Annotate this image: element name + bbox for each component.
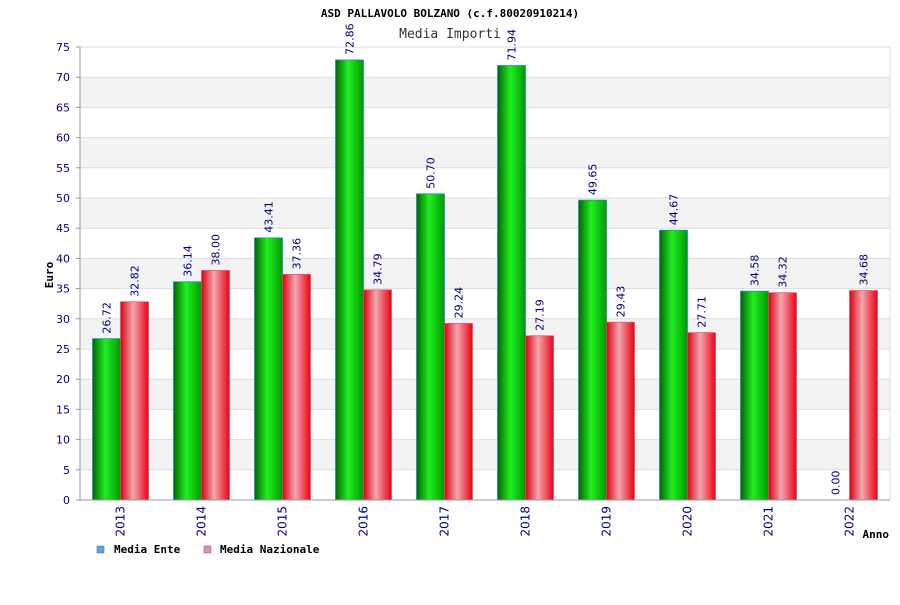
grid-band	[80, 137, 890, 168]
bar-media-nazionale-2016	[363, 289, 392, 501]
x-tick-label-2021: 2021	[762, 506, 776, 537]
y-tick-label: 10	[56, 434, 70, 447]
y-tick-label: 40	[56, 252, 70, 265]
bar-media-ente-2018	[497, 65, 526, 501]
data-label-media-ente-2016: 72.86	[344, 23, 357, 55]
y-tick-label: 65	[56, 101, 70, 114]
grid-band	[80, 198, 890, 229]
data-label-media-nazionale-2016: 34.79	[372, 253, 385, 285]
data-label-media-nazionale-2020: 27.71	[696, 296, 709, 328]
bar-media-nazionale-2018	[525, 335, 554, 501]
data-label-media-ente-2014: 36.14	[182, 245, 195, 277]
bar-media-nazionale-2017	[444, 323, 473, 501]
data-label-media-ente-2018: 71.94	[506, 29, 519, 61]
y-tick-label: 20	[56, 373, 70, 386]
data-label-media-ente-2020: 44.67	[668, 194, 681, 226]
data-label-media-ente-2021: 34.58	[749, 255, 762, 287]
bar-media-ente-2014	[173, 281, 202, 501]
x-tick-label-2014: 2014	[195, 506, 209, 537]
bar-media-nazionale-2015	[282, 273, 311, 501]
data-label-media-ente-2017: 50.70	[425, 157, 438, 189]
x-axis-title: Anno	[863, 528, 890, 541]
y-tick-label: 25	[56, 343, 70, 356]
y-tick-label: 60	[56, 132, 70, 145]
y-tick-label: 55	[56, 162, 70, 175]
x-tick-label-2013: 2013	[114, 506, 128, 537]
data-label-media-nazionale-2013: 32.82	[129, 265, 142, 297]
y-tick-label: 35	[56, 283, 70, 296]
bar-media-nazionale-2019	[606, 321, 635, 501]
chart-title: ASD PALLAVOLO BOLZANO (c.f.80020910214)	[321, 7, 579, 20]
data-label-media-nazionale-2014: 38.00	[210, 234, 223, 266]
bar-media-nazionale-2014	[201, 270, 230, 501]
data-label-media-nazionale-2018: 27.19	[534, 299, 547, 331]
legend-label-media-ente: Media Ente	[114, 543, 181, 556]
y-tick-labels: 0 5 10 15 20 25 30 35 40 45 50 55 60 65 70 75	[56, 41, 70, 507]
y-tick-label: 15	[56, 403, 70, 416]
y-tick-label: 75	[56, 41, 70, 54]
y-tick-label: 45	[56, 222, 70, 235]
x-tick-label-2017: 2017	[438, 506, 452, 537]
grid-band	[80, 77, 890, 108]
data-label-media-nazionale-2022: 34.68	[858, 254, 871, 286]
x-tick-label-2020: 2020	[681, 506, 695, 537]
legend-swatch-media-ente	[96, 545, 105, 554]
bar-media-nazionale-2020	[687, 332, 716, 501]
data-label-media-ente-2019: 49.65	[587, 164, 600, 196]
axes	[76, 46, 891, 501]
data-labels: 26.72 32.82 36.14 38.00 43.41 37.36 72.86 34.79…	[101, 23, 871, 495]
legend-label-media-nazionale: Media Nazionale	[220, 543, 320, 556]
x-tick-labels: 2013 2014 2015 2016 2017 2018 2019 2020 2021 2022	[114, 506, 857, 537]
y-tick-label: 5	[63, 464, 70, 477]
y-tick-label: 50	[56, 192, 70, 205]
data-label-media-nazionale-2019: 29.43	[615, 286, 628, 318]
data-label-media-ente-2015: 43.41	[263, 201, 276, 233]
legend-swatch-media-nazionale	[203, 545, 212, 554]
bar-media-ente-2020	[659, 229, 688, 501]
x-tick-label-2022: 2022	[843, 506, 857, 537]
data-label-media-ente-2022: 0.00	[830, 471, 843, 496]
data-label-media-nazionale-2015: 37.36	[291, 238, 304, 270]
data-label-media-ente-2013: 26.72	[101, 302, 114, 334]
y-tick-label: 30	[56, 313, 70, 326]
bars	[92, 59, 878, 501]
bar-media-ente-2017	[416, 193, 445, 501]
x-tick-label-2015: 2015	[276, 506, 290, 537]
bar-media-ente-2015	[254, 237, 283, 501]
legend: Media Ente Media Nazionale	[96, 543, 320, 556]
data-label-media-nazionale-2017: 29.24	[453, 287, 466, 319]
bar-media-ente-2019	[578, 199, 607, 501]
bar-media-ente-2013	[92, 338, 121, 501]
bar-media-ente-2021	[740, 290, 769, 501]
y-tick-label: 70	[56, 71, 70, 84]
x-tick-label-2016: 2016	[357, 506, 371, 537]
y-axis-title: Euro	[43, 261, 56, 288]
bar-media-nazionale-2013	[120, 301, 149, 501]
x-tick-label-2018: 2018	[519, 506, 533, 537]
chart-subtitle: Media Importi	[399, 27, 501, 42]
x-tick-label-2019: 2019	[600, 506, 614, 537]
bar-media-ente-2016	[335, 59, 364, 501]
bar-media-nazionale-2022	[849, 290, 878, 501]
bar-media-nazionale-2021	[768, 292, 797, 501]
data-label-media-nazionale-2021: 34.32	[777, 256, 790, 288]
y-tick-label: 0	[63, 494, 70, 507]
